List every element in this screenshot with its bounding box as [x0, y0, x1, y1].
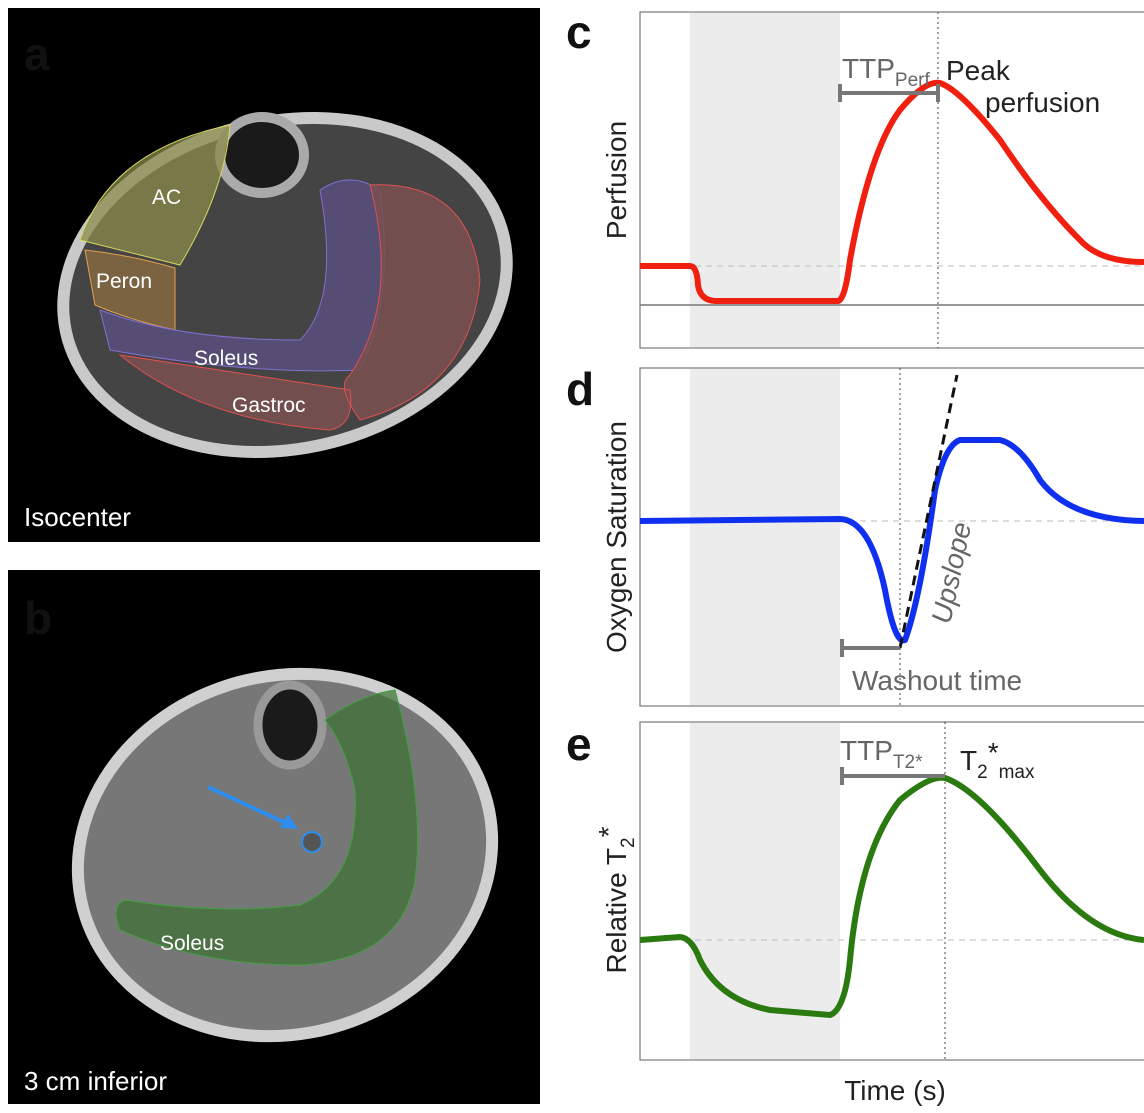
max-t: T: [960, 745, 977, 776]
x-axis-label: Time (s): [844, 1075, 946, 1106]
peak-label: perfusion: [985, 87, 1100, 118]
ttp: TTP: [840, 735, 893, 766]
peak-label: Peak: [946, 55, 1011, 86]
panel-label: d: [566, 363, 594, 415]
panel-label: a: [24, 28, 50, 80]
bone: [258, 685, 322, 765]
max-sub: 2: [977, 762, 988, 783]
region-label: Gastroc: [232, 394, 306, 417]
ttp-sub: Perf: [895, 70, 931, 91]
max-star: *: [988, 737, 999, 768]
bone: [220, 117, 304, 193]
figure: a AC Peron Soleus Gastroc Isocenter b So…: [0, 0, 1144, 1113]
washout-label: Washout time: [852, 665, 1022, 696]
panel-label: c: [566, 6, 592, 58]
caption: Isocenter: [24, 502, 131, 532]
region-label: Soleus: [194, 347, 258, 370]
y-axis-label: Perfusion: [601, 121, 632, 239]
shaded-interval: [690, 369, 840, 705]
ylabel-sub: 2: [618, 837, 639, 848]
region-label: AC: [152, 186, 181, 209]
region-label: Peron: [96, 270, 152, 293]
y-axis-label: Oxygen Saturation: [601, 421, 632, 653]
region-label: Soleus: [160, 932, 224, 955]
panel-label: b: [24, 592, 52, 644]
roi-vessel: [302, 832, 322, 852]
shaded-interval: [690, 13, 840, 347]
caption: 3 cm inferior: [24, 1066, 167, 1096]
panel-label: e: [566, 718, 592, 770]
ttp: TTP: [842, 53, 895, 84]
max-sub2: max: [999, 762, 1035, 783]
ylabel-star: *: [593, 826, 624, 837]
y-axis-label: Relative T2*: [593, 826, 639, 973]
ylabel: Relative T: [601, 848, 632, 974]
ttp-sub: T2*: [893, 752, 923, 773]
